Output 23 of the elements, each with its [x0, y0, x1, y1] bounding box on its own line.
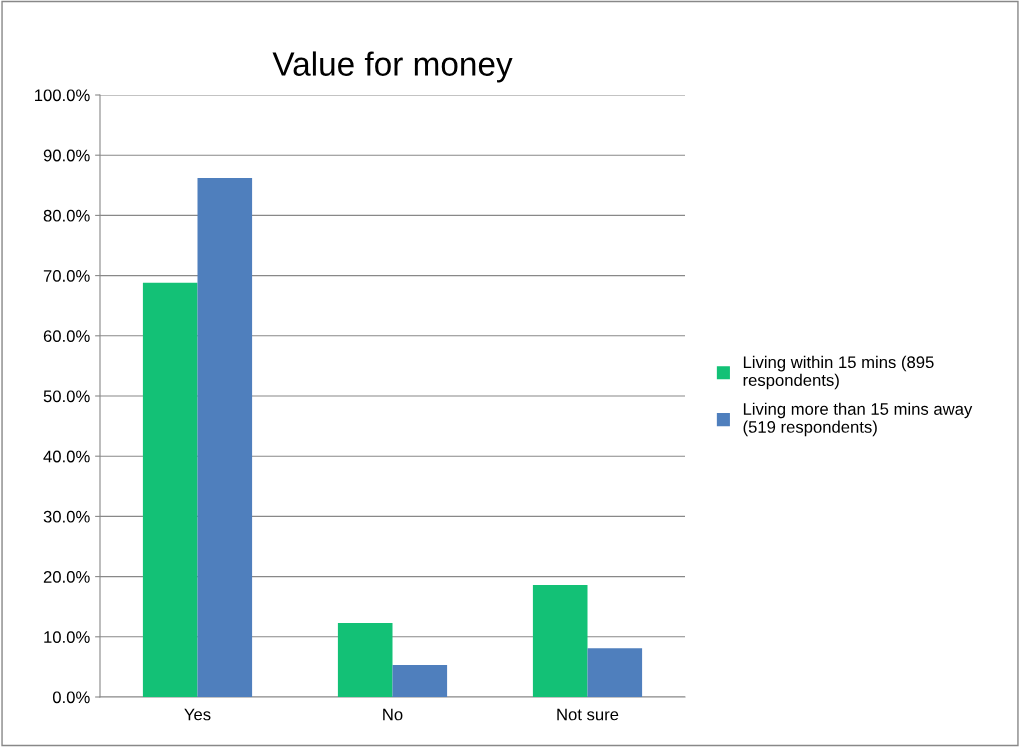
- bar: [337, 622, 393, 697]
- y-tick-label: 90.0%: [43, 149, 90, 162]
- y-tick-label: 50.0%: [43, 390, 90, 403]
- y-tick-label: 100.0%: [35, 89, 90, 102]
- chart-title: Value for money: [272, 51, 513, 83]
- y-tick-label: 10.0%: [44, 631, 90, 643]
- bar: [392, 665, 448, 697]
- y-tick-label: 60.0%: [43, 330, 90, 342]
- legend-label: Living more than 15 mins away (519 respondents): [743, 402, 973, 437]
- y-tick-label: 40.0%: [43, 450, 90, 463]
- y-tick-label: 20.0%: [43, 571, 90, 583]
- x-tick-label: No: [383, 708, 403, 721]
- y-tick-label: 70.0%: [43, 270, 90, 282]
- bar: [532, 585, 588, 697]
- x-tick-label: Yes: [184, 708, 211, 721]
- y-tick-label: 0.0%: [52, 691, 90, 704]
- bar: [587, 648, 643, 697]
- y-tick-label: 30.0%: [43, 510, 90, 523]
- bar: [142, 282, 198, 697]
- legend-label: Living within 15 mins (895 respondents): [743, 355, 934, 390]
- y-tick-label: 80.0%: [43, 209, 90, 222]
- x-tick-label: Not sure: [557, 708, 619, 721]
- bar: [197, 178, 253, 697]
